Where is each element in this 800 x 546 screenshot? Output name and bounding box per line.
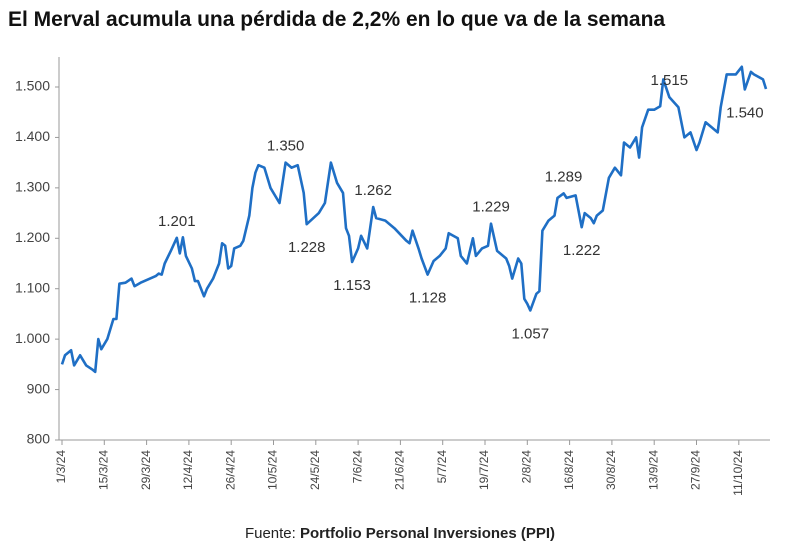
x-tick-label: 1/3/24 xyxy=(54,450,68,484)
x-tick-label: 21/6/24 xyxy=(393,450,407,490)
y-tick-label: 1.100 xyxy=(15,279,50,295)
value-label: 1.540 xyxy=(726,105,764,122)
y-tick-label: 800 xyxy=(27,431,51,447)
value-label: 1.057 xyxy=(512,325,550,342)
x-tick-label: 10/5/24 xyxy=(266,450,280,490)
value-label: 1.289 xyxy=(545,168,583,185)
y-tick-label: 1.500 xyxy=(15,78,50,94)
source-prefix: Fuente: xyxy=(245,525,296,542)
y-tick-label: 1.000 xyxy=(15,330,50,346)
x-tick-label: 11/10/24 xyxy=(731,450,745,496)
y-tick-label: 1.300 xyxy=(15,179,50,195)
x-tick-label: 5/7/24 xyxy=(435,450,449,484)
x-tick-label: 13/9/24 xyxy=(646,450,660,490)
value-label: 1.515 xyxy=(651,72,689,89)
value-label: 1.496 xyxy=(0,0,19,4)
x-tick-label: 30/8/24 xyxy=(604,450,618,490)
x-tick-label: 27/9/24 xyxy=(689,450,703,490)
x-tick-label: 24/5/24 xyxy=(308,450,322,490)
value-label: 1.128 xyxy=(409,290,447,307)
x-tick-label: 2/8/24 xyxy=(519,450,533,484)
value-label: 1.229 xyxy=(472,199,510,216)
value-label: 1.350 xyxy=(267,138,305,155)
source-name: Portfolio Personal Inversiones (PPI) xyxy=(300,525,555,542)
x-tick-label: 7/6/24 xyxy=(350,450,364,484)
value-label: 1.228 xyxy=(288,239,326,256)
x-tick-label: 15/3/24 xyxy=(96,450,110,490)
y-tick-label: 1.400 xyxy=(15,128,50,144)
value-label: 1.262 xyxy=(354,182,392,199)
x-tick-label: 26/4/24 xyxy=(223,450,237,490)
y-tick-label: 1.200 xyxy=(15,229,50,245)
x-tick-label: 19/7/24 xyxy=(477,450,491,490)
x-tick-label: 29/3/24 xyxy=(139,450,153,490)
line xyxy=(60,65,768,374)
chart-title: El Merval acumula una pérdida de 2,2% en… xyxy=(8,8,665,31)
x-tick-label: 12/4/24 xyxy=(181,450,195,490)
source: Fuente: Portfolio Personal Inversiones (… xyxy=(245,525,555,542)
value-label: 1.222 xyxy=(563,242,601,259)
y-tick-label: 900 xyxy=(27,380,51,396)
value-label: 1.153 xyxy=(333,277,371,294)
x-tick-label: 16/8/24 xyxy=(562,450,576,490)
value-label: 1.201 xyxy=(158,213,196,230)
